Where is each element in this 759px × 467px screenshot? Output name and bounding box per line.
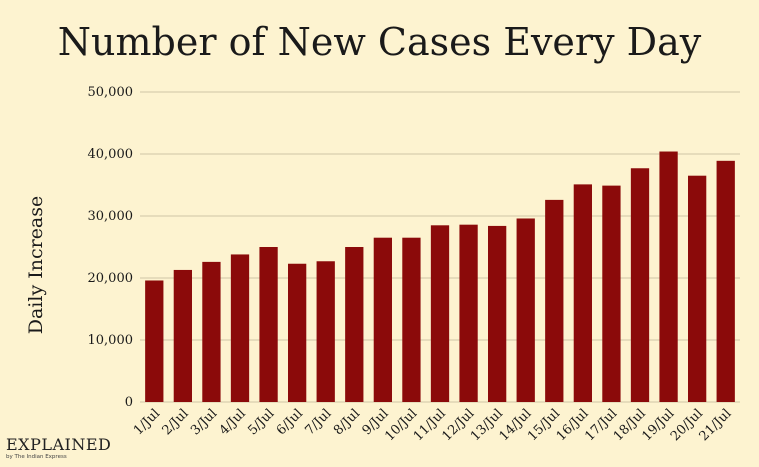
y-axis-label: Daily Increase [25,196,47,335]
x-tick-label: 1/Jul [131,406,163,438]
bar [230,254,250,402]
bar [545,199,564,402]
bar [430,225,450,402]
x-tick-label: 3/Jul [188,406,220,438]
bar [145,280,164,402]
logo-tagline: by The Indian Express [6,454,67,460]
x-axis-ticks: 1/Jul2/Jul3/Jul4/Jul5/Jul6/Jul7/Jul8/Jul… [131,406,735,444]
y-tick-label: 40,000 [88,147,134,162]
y-tick-label: 50,000 [88,85,134,100]
bar [659,151,678,402]
bar [173,269,192,402]
bar [259,247,278,402]
bar [488,225,507,402]
bar [516,218,535,402]
bar [316,261,335,402]
y-tick-label: 30,000 [88,209,134,224]
chart-title: Number of New Cases Every Day [57,20,702,64]
x-tick-label: 4/Jul [217,406,249,438]
x-tick-label: 5/Jul [245,406,277,438]
bar [345,247,364,402]
x-tick-label: 7/Jul [302,406,334,438]
bar [716,160,735,402]
y-axis-ticks: 0 10,000 20,000 30,000 40,000 50,000 [88,85,134,410]
y-tick-label: 0 [125,395,133,410]
x-tick-label: 6/Jul [274,406,306,438]
bar [288,263,307,402]
bar [202,261,221,402]
y-tick-label: 20,000 [88,271,134,286]
bar [630,168,650,402]
x-tick-label: 2/Jul [160,406,192,438]
logo-wordmark: EXPLAINED [6,435,112,454]
x-tick-label: 21/Jul [697,406,735,444]
explained-logo: EXPLAINED by The Indian Express [6,435,111,465]
bar [688,175,707,402]
bar [402,237,421,402]
bar [573,184,592,402]
x-tick-label: 8/Jul [331,406,363,438]
bar [602,185,621,402]
y-tick-label: 10,000 [88,333,134,348]
bar [459,224,478,402]
bar [373,237,392,402]
bars [145,151,735,402]
